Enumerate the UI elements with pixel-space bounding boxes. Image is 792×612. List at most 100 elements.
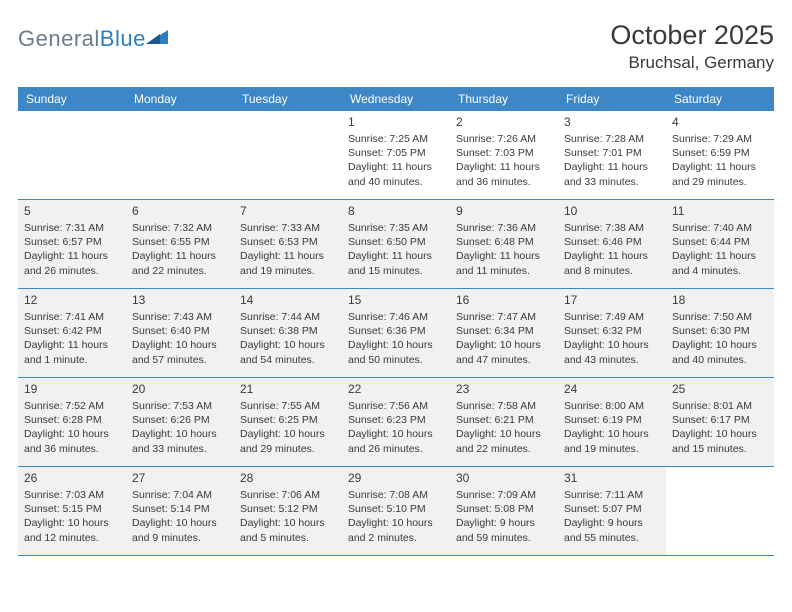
day-cell: 6 Sunrise: 7:32 AMSunset: 6:55 PMDaylight… xyxy=(126,200,234,288)
logo-text: GeneralBlue xyxy=(18,26,146,52)
day-info: Sunrise: 7:47 AMSunset: 6:34 PMDaylight:… xyxy=(456,310,552,367)
day-cell: 30 Sunrise: 7:09 AMSunset: 5:08 PMDayligh… xyxy=(450,467,558,555)
day-number: 27 xyxy=(132,471,228,485)
day-cell: 28 Sunrise: 7:06 AMSunset: 5:12 PMDayligh… xyxy=(234,467,342,555)
weekday-header: Sunday xyxy=(18,87,126,111)
day-cell: 4Sunrise: 7:29 AMSunset: 6:59 PMDaylight… xyxy=(666,111,774,199)
day-cell: 25 Sunrise: 8:01 AMSunset: 6:17 PMDayligh… xyxy=(666,378,774,466)
day-info: Sunrise: 7:50 AMSunset: 6:30 PMDaylight:… xyxy=(672,310,768,367)
weekday-header: Tuesday xyxy=(234,87,342,111)
location: Bruchsal, Germany xyxy=(610,53,774,73)
day-cell: 10 Sunrise: 7:38 AMSunset: 6:46 PMDayligh… xyxy=(558,200,666,288)
logo-triangle-icon xyxy=(146,26,168,44)
week-row: 26Sunrise: 7:03 AMSunset: 5:15 PMDayligh… xyxy=(18,467,774,556)
day-info: Sunrise: 7:09 AMSunset: 5:08 PMDaylight:… xyxy=(456,488,552,545)
day-cell: 26Sunrise: 7:03 AMSunset: 5:15 PMDayligh… xyxy=(18,467,126,555)
day-info: Sunrise: 7:32 AMSunset: 6:55 PMDaylight:… xyxy=(132,221,228,278)
day-cell: 23Sunrise: 7:58 AMSunset: 6:21 PMDayligh… xyxy=(450,378,558,466)
day-number: 25 xyxy=(672,382,768,396)
day-cell: 27 Sunrise: 7:04 AMSunset: 5:14 PMDayligh… xyxy=(126,467,234,555)
day-info: Sunrise: 7:46 AMSunset: 6:36 PMDaylight:… xyxy=(348,310,444,367)
day-info: Sunrise: 7:26 AMSunset: 7:03 PMDaylight:… xyxy=(456,132,552,189)
day-cell: 29 Sunrise: 7:08 AMSunset: 5:10 PMDayligh… xyxy=(342,467,450,555)
calendar-grid: SundayMondayTuesdayWednesdayThursdayFrid… xyxy=(18,87,774,556)
day-info: Sunrise: 7:35 AMSunset: 6:50 PMDaylight:… xyxy=(348,221,444,278)
day-cell: 5 Sunrise: 7:31 AMSunset: 6:57 PMDaylight… xyxy=(18,200,126,288)
day-info: Sunrise: 7:29 AMSunset: 6:59 PMDaylight:… xyxy=(672,132,768,189)
weekday-header: Saturday xyxy=(666,87,774,111)
day-number: 7 xyxy=(240,204,336,218)
day-cell: 22Sunrise: 7:56 AMSunset: 6:23 PMDayligh… xyxy=(342,378,450,466)
day-number: 2 xyxy=(456,115,552,129)
day-cell: 13Sunrise: 7:43 AMSunset: 6:40 PMDayligh… xyxy=(126,289,234,377)
day-cell: 9 Sunrise: 7:36 AMSunset: 6:48 PMDaylight… xyxy=(450,200,558,288)
day-cell: 11 Sunrise: 7:40 AMSunset: 6:44 PMDayligh… xyxy=(666,200,774,288)
day-number: 16 xyxy=(456,293,552,307)
day-info: Sunrise: 7:33 AMSunset: 6:53 PMDaylight:… xyxy=(240,221,336,278)
day-number: 30 xyxy=(456,471,552,485)
day-number: 5 xyxy=(24,204,120,218)
day-info: Sunrise: 7:36 AMSunset: 6:48 PMDaylight:… xyxy=(456,221,552,278)
day-cell: 31 Sunrise: 7:11 AMSunset: 5:07 PMDayligh… xyxy=(558,467,666,555)
day-number: 18 xyxy=(672,293,768,307)
day-info: Sunrise: 7:58 AMSunset: 6:21 PMDaylight:… xyxy=(456,399,552,456)
day-cell: 15 Sunrise: 7:46 AMSunset: 6:36 PMDayligh… xyxy=(342,289,450,377)
day-info: Sunrise: 7:43 AMSunset: 6:40 PMDaylight:… xyxy=(132,310,228,367)
day-number: 22 xyxy=(348,382,444,396)
day-cell: 3Sunrise: 7:28 AMSunset: 7:01 PMDaylight… xyxy=(558,111,666,199)
day-info: Sunrise: 7:06 AMSunset: 5:12 PMDaylight:… xyxy=(240,488,336,545)
day-cell xyxy=(666,467,774,555)
day-info: Sunrise: 7:11 AMSunset: 5:07 PMDaylight:… xyxy=(564,488,660,545)
day-info: Sunrise: 7:31 AMSunset: 6:57 PMDaylight:… xyxy=(24,221,120,278)
logo: GeneralBlue xyxy=(18,20,168,52)
day-number: 10 xyxy=(564,204,660,218)
day-number: 29 xyxy=(348,471,444,485)
calendar-page: GeneralBlue October 2025 Bruchsal, Germa… xyxy=(0,0,792,556)
day-cell: 12 Sunrise: 7:41 AMSunset: 6:42 PMDayligh… xyxy=(18,289,126,377)
weeks-container: 1 Sunrise: 7:25 AMSunset: 7:05 PMDaylight… xyxy=(18,111,774,556)
day-number: 19 xyxy=(24,382,120,396)
day-info: Sunrise: 7:52 AMSunset: 6:28 PMDaylight:… xyxy=(24,399,120,456)
day-number: 31 xyxy=(564,471,660,485)
day-number: 12 xyxy=(24,293,120,307)
day-number: 3 xyxy=(564,115,660,129)
day-number: 6 xyxy=(132,204,228,218)
day-info: Sunrise: 7:38 AMSunset: 6:46 PMDaylight:… xyxy=(564,221,660,278)
day-number: 9 xyxy=(456,204,552,218)
day-info: Sunrise: 8:00 AMSunset: 6:19 PMDaylight:… xyxy=(564,399,660,456)
day-info: Sunrise: 7:40 AMSunset: 6:44 PMDaylight:… xyxy=(672,221,768,278)
day-cell: 7 Sunrise: 7:33 AMSunset: 6:53 PMDaylight… xyxy=(234,200,342,288)
day-number: 15 xyxy=(348,293,444,307)
day-info: Sunrise: 7:08 AMSunset: 5:10 PMDaylight:… xyxy=(348,488,444,545)
day-cell: 2 Sunrise: 7:26 AMSunset: 7:03 PMDaylight… xyxy=(450,111,558,199)
day-number: 20 xyxy=(132,382,228,396)
day-cell: 16 Sunrise: 7:47 AMSunset: 6:34 PMDayligh… xyxy=(450,289,558,377)
logo-text-2: Blue xyxy=(100,26,146,51)
day-cell xyxy=(126,111,234,199)
weekday-header: Thursday xyxy=(450,87,558,111)
day-info: Sunrise: 7:25 AMSunset: 7:05 PMDaylight:… xyxy=(348,132,444,189)
day-info: Sunrise: 7:04 AMSunset: 5:14 PMDaylight:… xyxy=(132,488,228,545)
weekday-header: Wednesday xyxy=(342,87,450,111)
title-block: October 2025 Bruchsal, Germany xyxy=(610,20,774,73)
day-cell: 24 Sunrise: 8:00 AMSunset: 6:19 PMDayligh… xyxy=(558,378,666,466)
day-number: 17 xyxy=(564,293,660,307)
day-cell: 8 Sunrise: 7:35 AMSunset: 6:50 PMDaylight… xyxy=(342,200,450,288)
weekday-header: Friday xyxy=(558,87,666,111)
day-number: 24 xyxy=(564,382,660,396)
day-info: Sunrise: 7:55 AMSunset: 6:25 PMDaylight:… xyxy=(240,399,336,456)
week-row: 1 Sunrise: 7:25 AMSunset: 7:05 PMDaylight… xyxy=(18,111,774,200)
day-info: Sunrise: 8:01 AMSunset: 6:17 PMDaylight:… xyxy=(672,399,768,456)
day-cell: 19 Sunrise: 7:52 AMSunset: 6:28 PMDayligh… xyxy=(18,378,126,466)
day-cell: 1 Sunrise: 7:25 AMSunset: 7:05 PMDaylight… xyxy=(342,111,450,199)
day-number: 11 xyxy=(672,204,768,218)
day-info: Sunrise: 7:53 AMSunset: 6:26 PMDaylight:… xyxy=(132,399,228,456)
day-number: 28 xyxy=(240,471,336,485)
day-number: 1 xyxy=(348,115,444,129)
day-number: 26 xyxy=(24,471,120,485)
week-row: 19 Sunrise: 7:52 AMSunset: 6:28 PMDayligh… xyxy=(18,378,774,467)
weekday-header-row: SundayMondayTuesdayWednesdayThursdayFrid… xyxy=(18,87,774,111)
day-info: Sunrise: 7:41 AMSunset: 6:42 PMDaylight:… xyxy=(24,310,120,367)
day-number: 8 xyxy=(348,204,444,218)
day-cell: 14Sunrise: 7:44 AMSunset: 6:38 PMDayligh… xyxy=(234,289,342,377)
